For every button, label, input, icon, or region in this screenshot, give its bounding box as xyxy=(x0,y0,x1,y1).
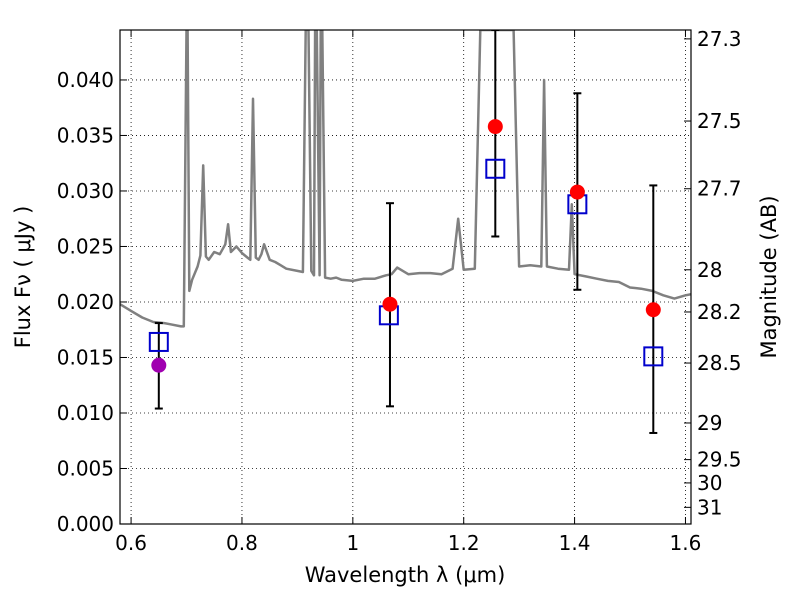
y2-tick-label: 28 xyxy=(697,258,722,282)
plot-content xyxy=(120,30,691,434)
x-tick-label: 0.8 xyxy=(226,531,258,555)
x-tick-label: 0.6 xyxy=(115,531,147,555)
model-square-marker xyxy=(148,331,169,352)
x-tick-label: 1.4 xyxy=(559,531,591,555)
model-square-marker xyxy=(485,158,506,179)
x-axis-title: Wavelength λ (μm) xyxy=(305,563,506,587)
y-tick-label: 0.030 xyxy=(57,179,114,203)
observed-circle-marker xyxy=(645,302,661,318)
y-tick-label: 0.040 xyxy=(57,68,114,92)
y-tick-label: 0.005 xyxy=(57,456,114,480)
model-square-marker xyxy=(643,346,664,367)
y2-tick-label: 29.5 xyxy=(697,448,742,472)
y2-axis-title: Magnitude (AB) xyxy=(757,195,781,358)
spectrum-line xyxy=(120,30,691,328)
y-tick-label: 0.025 xyxy=(57,234,114,258)
observed-circle-marker xyxy=(151,357,167,373)
observed-circle-marker xyxy=(487,119,503,135)
y2-tick-label: 28.5 xyxy=(697,351,742,375)
observed-circle-marker xyxy=(569,184,585,200)
plot-area xyxy=(120,30,691,524)
y2-tick-label: 30 xyxy=(697,471,722,495)
x-tick-label: 1 xyxy=(346,531,359,555)
y2-tick-label: 27.7 xyxy=(697,177,742,201)
observed-circle-marker xyxy=(382,296,398,312)
y-tick-label: 0.015 xyxy=(57,345,114,369)
y2-tick-label: 29 xyxy=(697,411,722,435)
y-tick-label: 0.035 xyxy=(57,123,114,147)
y-tick-label: 0.020 xyxy=(57,290,114,314)
y-tick-label: 0.000 xyxy=(57,512,114,536)
x-tick-label: 1.6 xyxy=(670,531,702,555)
plot-frame xyxy=(119,29,692,525)
y-axis-title: Flux Fν ( μJy ) xyxy=(11,206,35,349)
tick-labels: 0.6 0.8 1 1.2 1.4 1.6 0.000 0.005 0.010 0.015 0.02… xyxy=(57,27,742,555)
y2-tick-label: 28.2 xyxy=(697,300,742,324)
x-tick-label: 1.2 xyxy=(448,531,480,555)
y2-tick-label: 27.3 xyxy=(697,27,742,51)
y2-tick-label: 31 xyxy=(697,495,722,519)
y-tick-label: 0.010 xyxy=(57,401,114,425)
ticks xyxy=(120,30,691,525)
y2-tick-label: 27.5 xyxy=(697,109,742,133)
